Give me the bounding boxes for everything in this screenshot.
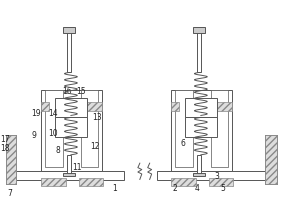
Bar bbox=[185, 98, 217, 117]
Text: 19: 19 bbox=[32, 109, 41, 118]
Text: 17: 17 bbox=[0, 135, 10, 144]
Text: 8: 8 bbox=[56, 146, 61, 155]
Text: 9: 9 bbox=[31, 131, 36, 140]
Text: 7: 7 bbox=[8, 189, 12, 198]
Bar bbox=[211, 90, 228, 167]
Bar bbox=[193, 27, 205, 33]
Text: 15: 15 bbox=[76, 87, 86, 96]
Text: 16: 16 bbox=[62, 87, 72, 96]
Text: 10: 10 bbox=[48, 129, 58, 138]
Bar bbox=[171, 102, 179, 111]
Text: 12: 12 bbox=[90, 142, 99, 151]
Text: 11: 11 bbox=[72, 163, 82, 172]
Bar bbox=[63, 27, 75, 33]
Text: 14: 14 bbox=[48, 109, 58, 118]
Bar bbox=[55, 117, 87, 137]
Bar bbox=[16, 171, 124, 180]
Bar bbox=[63, 173, 75, 176]
Bar bbox=[157, 171, 265, 180]
Bar bbox=[81, 102, 102, 111]
Text: 13: 13 bbox=[92, 113, 101, 122]
Bar bbox=[265, 135, 277, 184]
Bar bbox=[175, 90, 193, 167]
Bar bbox=[171, 90, 232, 171]
Bar bbox=[265, 135, 277, 184]
Text: 4: 4 bbox=[194, 184, 200, 193]
Bar bbox=[55, 98, 87, 117]
Bar bbox=[197, 31, 201, 72]
Bar bbox=[197, 155, 201, 174]
Text: 5: 5 bbox=[220, 184, 225, 193]
Bar bbox=[6, 135, 16, 184]
Bar bbox=[193, 173, 205, 176]
Bar bbox=[185, 117, 217, 137]
Text: 2: 2 bbox=[173, 184, 178, 193]
Bar bbox=[67, 31, 71, 72]
Bar bbox=[67, 155, 71, 174]
Bar bbox=[171, 178, 196, 186]
Bar bbox=[41, 90, 102, 171]
Bar bbox=[6, 135, 16, 184]
Bar bbox=[209, 178, 233, 186]
Text: 1: 1 bbox=[112, 184, 117, 193]
Bar bbox=[45, 90, 63, 167]
Bar bbox=[81, 90, 98, 167]
Text: 18: 18 bbox=[0, 144, 10, 153]
Text: 6: 6 bbox=[181, 139, 186, 148]
Bar bbox=[211, 102, 232, 111]
Text: 3: 3 bbox=[214, 172, 219, 181]
Bar bbox=[41, 178, 66, 186]
Bar bbox=[79, 178, 104, 186]
Bar bbox=[41, 102, 49, 111]
